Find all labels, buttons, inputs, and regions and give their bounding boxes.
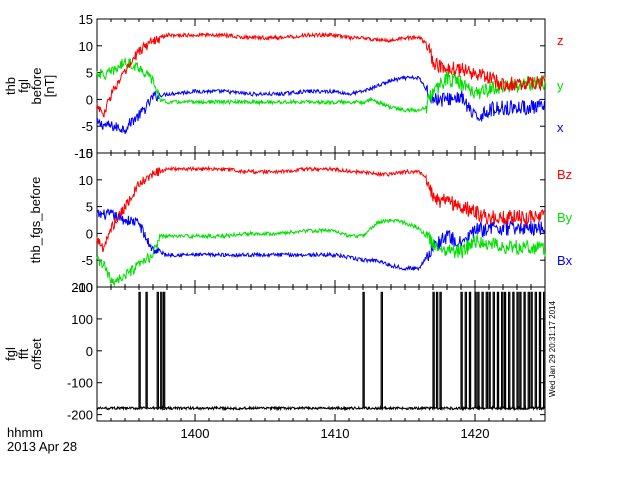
- legend-by: By: [557, 210, 573, 225]
- series-fgl-y: [96, 57, 546, 114]
- y-tick-label-offset: 100: [71, 312, 93, 327]
- legend-z: z: [557, 33, 564, 48]
- x-tick-label: 1420: [461, 426, 490, 441]
- y-tick-label-fgl: 5: [86, 66, 93, 81]
- y-tick-label-fgs: -10: [74, 280, 93, 295]
- y-tick-label-fgs: 0: [86, 226, 93, 241]
- y-tick-label-fgl: -10: [74, 146, 93, 161]
- y-tick-label-offset: 200: [71, 280, 93, 295]
- panel-fgl-ylabel-4: [nT]: [42, 75, 57, 97]
- panel-fgs-ylabel: thb_fgs_before: [28, 177, 43, 264]
- panel-fgl-frame: [96, 18, 546, 154]
- x-tick-label: 1400: [181, 426, 210, 441]
- y-tick-label-fgs: -5: [81, 253, 93, 268]
- panel-fgl-ylabel-3: before: [29, 68, 44, 105]
- series-fgl-x: [96, 74, 546, 134]
- series-fgs-Bx: [96, 208, 546, 272]
- series-fgl-z: [96, 31, 546, 118]
- y-tick-label-offset: 0: [86, 344, 93, 359]
- y-tick-label-fgl: 10: [79, 39, 93, 54]
- panel-offset-ylabel-1: fgl: [3, 347, 18, 361]
- series-fgs-By: [96, 218, 546, 287]
- y-tick-label-fgs: 10: [79, 173, 93, 188]
- y-tick-label-fgl: -5: [81, 119, 93, 134]
- chart-marks: -10-5051015-10-5051015-200-1000100200140…: [67, 12, 546, 441]
- legend-bz: Bz: [557, 167, 572, 182]
- y-tick-label-fgs: 15: [79, 146, 93, 161]
- y-tick-label-fgl: 15: [79, 12, 93, 27]
- y-tick-label-fgl: 0: [86, 92, 93, 107]
- legend-y: y: [557, 78, 564, 93]
- panel-offset-ylabel-2: fft: [16, 348, 31, 359]
- y-tick-label-offset: -100: [67, 376, 93, 391]
- panel-fgl-ylabel-2: fgl: [16, 79, 31, 93]
- legend-bx: Bx: [557, 253, 573, 268]
- series-fgs-Bz: [96, 165, 546, 253]
- panel-fgl-ylabel-1: thb: [3, 77, 18, 95]
- x-axis-date-label: 2013 Apr 28: [7, 439, 77, 454]
- panel-offset-ylabel-3: offset: [29, 338, 44, 370]
- timestamp-label: Wed Jan 29 20:31:17 2014: [548, 301, 557, 397]
- y-tick-label-offset: -200: [67, 408, 93, 423]
- panel-fgs-frame: [96, 152, 546, 288]
- x-tick-label: 1410: [321, 426, 350, 441]
- y-tick-label-fgs: 5: [86, 200, 93, 215]
- legend-x: x: [557, 120, 564, 135]
- x-axis-unit-label: hhmm: [7, 425, 43, 440]
